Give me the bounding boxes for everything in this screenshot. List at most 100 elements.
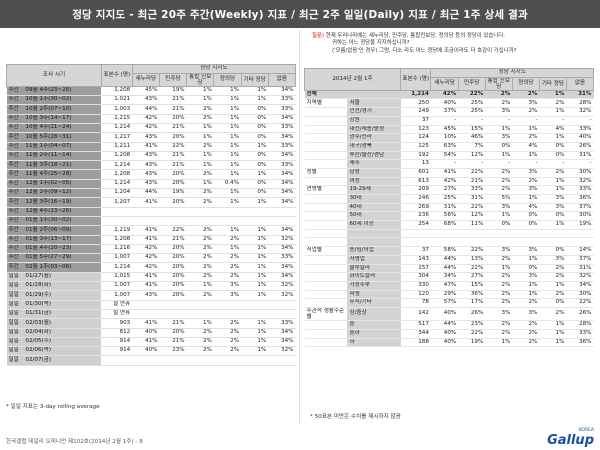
row-value: 1% [241, 318, 269, 329]
row-value: 31% [430, 203, 459, 213]
row-n: 37 [400, 116, 431, 126]
row-value: 25% [430, 194, 459, 204]
row-value: 21% [159, 337, 187, 348]
row-n: 246 [400, 194, 431, 204]
row-value: 1% [186, 160, 214, 171]
row-value: 22% [458, 246, 486, 256]
row-value [241, 355, 269, 366]
row-group [304, 255, 348, 265]
row-value [213, 216, 242, 227]
row-value: 44% [132, 188, 160, 199]
row-n: 143 [400, 255, 431, 265]
weekly-row: 주간 11월 3주(18~21) 1,214 43% 21% 1% 1% 0% 33% [6, 160, 296, 171]
row-value [159, 216, 187, 227]
row-value: 2% [213, 318, 242, 329]
row-kind: 주간 [6, 197, 24, 208]
row-kind: 주간 [6, 86, 24, 97]
row-date: 01월 4주(20~23) [23, 244, 102, 255]
row-value: 2% [512, 338, 540, 348]
row-group [304, 281, 348, 291]
question-tag: 질문) [312, 33, 325, 39]
row-value: 22% [159, 142, 187, 152]
row-value: 33% [268, 123, 296, 134]
row-value: 1% [186, 123, 214, 134]
row-n: 37 [400, 246, 431, 256]
row-value: 1% [241, 272, 269, 283]
row-segment: 남성 [347, 168, 401, 178]
row-n: 1,208 [101, 169, 133, 180]
row-date: 01/29(수) [23, 290, 102, 301]
row-value: 32% [566, 272, 594, 282]
row-value: 0% [539, 151, 567, 161]
row-value [241, 309, 269, 320]
daily-row: 일일 02/05(수) 914 41% 21% 2% 2% 1% 34% [6, 337, 296, 348]
row-kind: 일일 [6, 300, 24, 310]
weekly-row: 주간 01월 4주(20~23) 1,216 42% 20% 2% 1% 1% 34% [6, 244, 296, 255]
row-value: 0% [512, 264, 540, 274]
gallup-logo: KOREA Gallup [547, 427, 595, 447]
row-value: 31% [566, 264, 594, 274]
detail-row: 여성 613 42% 21% 2% 2% 1% 32% [304, 177, 594, 187]
row-value: 63% [430, 142, 459, 152]
row-value: 2% [485, 320, 513, 330]
row-value: 42% [132, 262, 160, 273]
row-value [566, 229, 594, 239]
row-value: 30% [566, 290, 594, 300]
row-value: 2% [186, 253, 214, 264]
row-value: - [539, 159, 567, 169]
row-value: 2% [539, 264, 567, 274]
row-value: 1% [241, 86, 269, 97]
row-kind: 일일 [6, 328, 24, 338]
question-line-3: ('모름/없음'인 경우) 그럼, 다소 라도 어느 정당에 조금이라도 더 호… [332, 47, 517, 54]
row-value: 26% [566, 142, 594, 152]
row-value: 19% [566, 220, 594, 230]
row-value: 1% [241, 328, 269, 338]
row-value: 34% [268, 132, 296, 143]
logo-sub: KOREA [579, 427, 595, 433]
row-value: 1% [485, 211, 513, 222]
weekly-row: 주간 12월 1주(02~05) 1,214 43% 20% 1% 0.4% 0% 34% [6, 179, 296, 190]
row-kind: 주간 [6, 114, 24, 124]
weekly-row: 주간 11월 1주(04~07) 1,211 41% 22% 2% 1% 1% 33% [6, 142, 296, 152]
row-value: 1% [186, 179, 214, 190]
row-n: 254 [400, 220, 431, 230]
row-n: 1,216 [101, 244, 133, 255]
row-value: 3% [539, 203, 567, 213]
row-value: 1% [213, 151, 242, 162]
row-value: 20% [159, 114, 187, 124]
row-value: 41% [132, 225, 160, 236]
row-value: 3% [485, 246, 513, 256]
row-value: 3% [213, 281, 242, 292]
row-n: 1,007 [101, 290, 133, 301]
row-n: 1,207 [101, 197, 133, 208]
row-value: 2% [213, 253, 242, 264]
row-value: 27% [430, 185, 459, 196]
header-none: 없음 [267, 72, 297, 87]
header-saenuri: 새누리당 [430, 76, 459, 91]
row-date: 02/04(화) [23, 328, 102, 338]
row-group [304, 229, 348, 239]
row-value: 0% [485, 220, 513, 230]
row-value [268, 309, 296, 320]
row-value: 2% [512, 298, 540, 308]
row-n: 125 [400, 142, 431, 152]
row-value: - [430, 159, 459, 169]
row-value [268, 300, 296, 310]
row-value: 20% [159, 262, 187, 273]
row-segment: 학생 [347, 290, 401, 300]
row-date: 12월 4주(23~26) [23, 207, 102, 217]
daily-row: 일일 02/07(금) [6, 355, 296, 366]
row-kind: 주간 [6, 123, 24, 134]
row-segment: 40대 [347, 203, 401, 213]
detail-row: 학생 120 29% 36% 2% 1% 2% 30% [304, 290, 594, 300]
row-date: 11월 2주(11~14) [23, 151, 102, 162]
row-value [241, 300, 269, 310]
row-date: 01/31(금) [23, 309, 102, 320]
row-kind: 주간 [6, 160, 24, 171]
row-group [304, 133, 348, 143]
row-value: 0% [512, 211, 540, 222]
row-value: 1% [213, 225, 242, 236]
row-value: 40% [430, 307, 459, 322]
row-value: 1% [213, 197, 242, 208]
row-kind: 주간 [6, 225, 24, 236]
